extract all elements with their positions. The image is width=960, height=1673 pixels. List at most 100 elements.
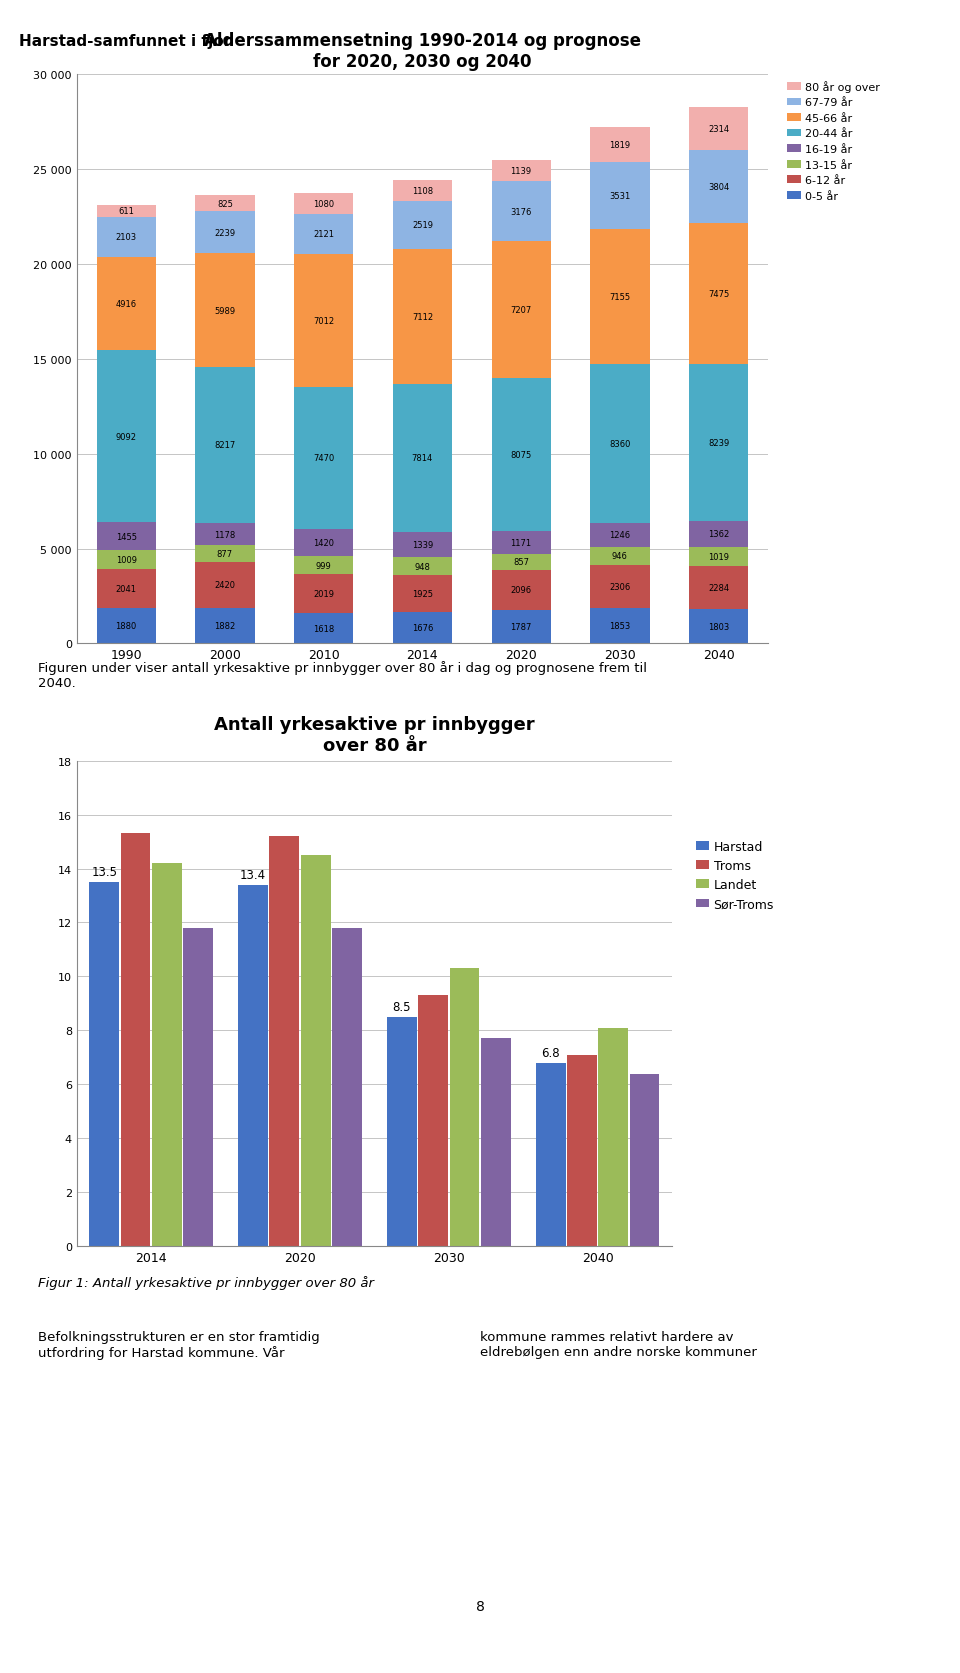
- Text: 6.8: 6.8: [541, 1046, 560, 1059]
- Bar: [332, 929, 362, 1246]
- Text: 1362: 1362: [708, 530, 730, 539]
- Bar: [294, 254, 353, 388]
- Bar: [590, 565, 650, 609]
- Text: 3804: 3804: [708, 182, 730, 192]
- Text: 7012: 7012: [313, 316, 334, 326]
- Text: 8239: 8239: [708, 438, 730, 448]
- Bar: [590, 162, 650, 229]
- Bar: [89, 883, 119, 1246]
- Bar: [294, 194, 353, 214]
- Text: 1420: 1420: [313, 539, 334, 547]
- Bar: [238, 885, 268, 1246]
- Bar: [195, 562, 254, 609]
- Text: 948: 948: [415, 562, 430, 572]
- Bar: [121, 835, 151, 1246]
- Bar: [294, 214, 353, 254]
- Bar: [393, 557, 452, 576]
- Bar: [393, 385, 452, 532]
- Bar: [492, 611, 551, 644]
- Text: 1618: 1618: [313, 624, 334, 634]
- Text: 1882: 1882: [214, 622, 235, 631]
- Bar: [419, 995, 448, 1246]
- Text: 1880: 1880: [115, 622, 136, 631]
- Bar: [97, 524, 156, 550]
- Legend: Harstad, Troms, Landet, Sør-Troms: Harstad, Troms, Landet, Sør-Troms: [696, 840, 774, 910]
- Text: 7475: 7475: [708, 289, 730, 299]
- Bar: [393, 202, 452, 249]
- Text: 8075: 8075: [511, 452, 532, 460]
- Text: 7155: 7155: [610, 293, 631, 301]
- Bar: [195, 609, 254, 644]
- Text: 825: 825: [217, 199, 233, 209]
- Bar: [183, 929, 213, 1246]
- Bar: [689, 547, 748, 567]
- Text: Harstad-samfunnet i fjor: Harstad-samfunnet i fjor: [19, 35, 231, 49]
- Text: 3531: 3531: [610, 191, 631, 201]
- Text: 2284: 2284: [708, 584, 730, 592]
- Text: Figuren under viser antall yrkesaktive pr innbygger over 80 år i dag og prognose: Figuren under viser antall yrkesaktive p…: [38, 661, 647, 689]
- Text: 1246: 1246: [610, 530, 631, 540]
- Text: 9092: 9092: [115, 432, 136, 442]
- Text: 1339: 1339: [412, 540, 433, 550]
- Bar: [689, 224, 748, 365]
- Text: 1178: 1178: [214, 530, 235, 539]
- Bar: [195, 212, 254, 254]
- Text: 2019: 2019: [313, 591, 334, 599]
- Title: Antall yrkesaktive pr innbygger
over 80 år: Antall yrkesaktive pr innbygger over 80 …: [214, 716, 535, 755]
- Legend: 80 år og over, 67-79 år, 45-66 år, 20-44 år, 16-19 år, 13-15 år, 6-12 år, 0-5 år: 80 år og over, 67-79 år, 45-66 år, 20-44…: [787, 80, 880, 201]
- Bar: [689, 151, 748, 224]
- Bar: [294, 614, 353, 644]
- Bar: [195, 254, 254, 368]
- Text: 2420: 2420: [214, 581, 235, 591]
- Text: 7207: 7207: [511, 306, 532, 315]
- Text: 1819: 1819: [610, 141, 631, 151]
- Bar: [492, 243, 551, 378]
- Bar: [97, 351, 156, 524]
- Bar: [590, 229, 650, 365]
- Text: 8360: 8360: [610, 440, 631, 448]
- Bar: [294, 576, 353, 614]
- Text: 2041: 2041: [115, 584, 136, 594]
- Bar: [97, 570, 156, 609]
- Bar: [689, 522, 748, 547]
- Text: 1676: 1676: [412, 624, 433, 632]
- Bar: [294, 529, 353, 555]
- Bar: [630, 1074, 660, 1246]
- Text: 611: 611: [118, 207, 134, 216]
- Bar: [590, 129, 650, 162]
- Text: Befolkningsstrukturen er en stor framtidig
utfordring for Harstad kommune. Vår: Befolkningsstrukturen er en stor framtid…: [38, 1330, 320, 1358]
- Bar: [689, 365, 748, 522]
- Bar: [567, 1056, 597, 1246]
- Bar: [393, 532, 452, 557]
- Text: 3176: 3176: [511, 207, 532, 217]
- Bar: [195, 368, 254, 524]
- Text: 2306: 2306: [610, 582, 631, 592]
- Bar: [195, 524, 254, 545]
- Text: 1787: 1787: [511, 622, 532, 632]
- Bar: [492, 182, 551, 243]
- Bar: [536, 1062, 565, 1246]
- Text: 13.4: 13.4: [240, 868, 266, 882]
- Text: 5989: 5989: [214, 306, 235, 316]
- Bar: [393, 249, 452, 385]
- Bar: [689, 611, 748, 644]
- Bar: [294, 555, 353, 576]
- Text: 1853: 1853: [610, 622, 631, 631]
- Bar: [294, 388, 353, 529]
- Text: 1171: 1171: [511, 539, 532, 547]
- Text: 1803: 1803: [708, 622, 730, 631]
- Text: 8217: 8217: [214, 442, 235, 450]
- Text: 2519: 2519: [412, 221, 433, 231]
- Text: 2096: 2096: [511, 586, 532, 596]
- Text: 8: 8: [475, 1599, 485, 1613]
- Bar: [492, 161, 551, 182]
- Text: 1455: 1455: [115, 532, 136, 542]
- Text: 2239: 2239: [214, 229, 235, 238]
- Bar: [598, 1027, 628, 1246]
- Bar: [97, 217, 156, 258]
- Bar: [393, 181, 452, 202]
- Bar: [689, 567, 748, 611]
- Bar: [97, 206, 156, 217]
- Text: 1139: 1139: [511, 167, 532, 176]
- Text: kommune rammes relativt hardere av
eldrebølgen enn andre norske kommuner: kommune rammes relativt hardere av eldre…: [480, 1330, 756, 1358]
